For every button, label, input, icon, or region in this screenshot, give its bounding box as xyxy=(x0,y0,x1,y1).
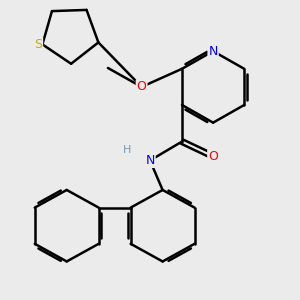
Text: N: N xyxy=(208,45,218,58)
Text: O: O xyxy=(208,150,218,163)
Text: O: O xyxy=(136,80,146,93)
Text: N: N xyxy=(145,154,155,167)
Text: S: S xyxy=(34,38,42,51)
Text: H: H xyxy=(123,145,131,155)
